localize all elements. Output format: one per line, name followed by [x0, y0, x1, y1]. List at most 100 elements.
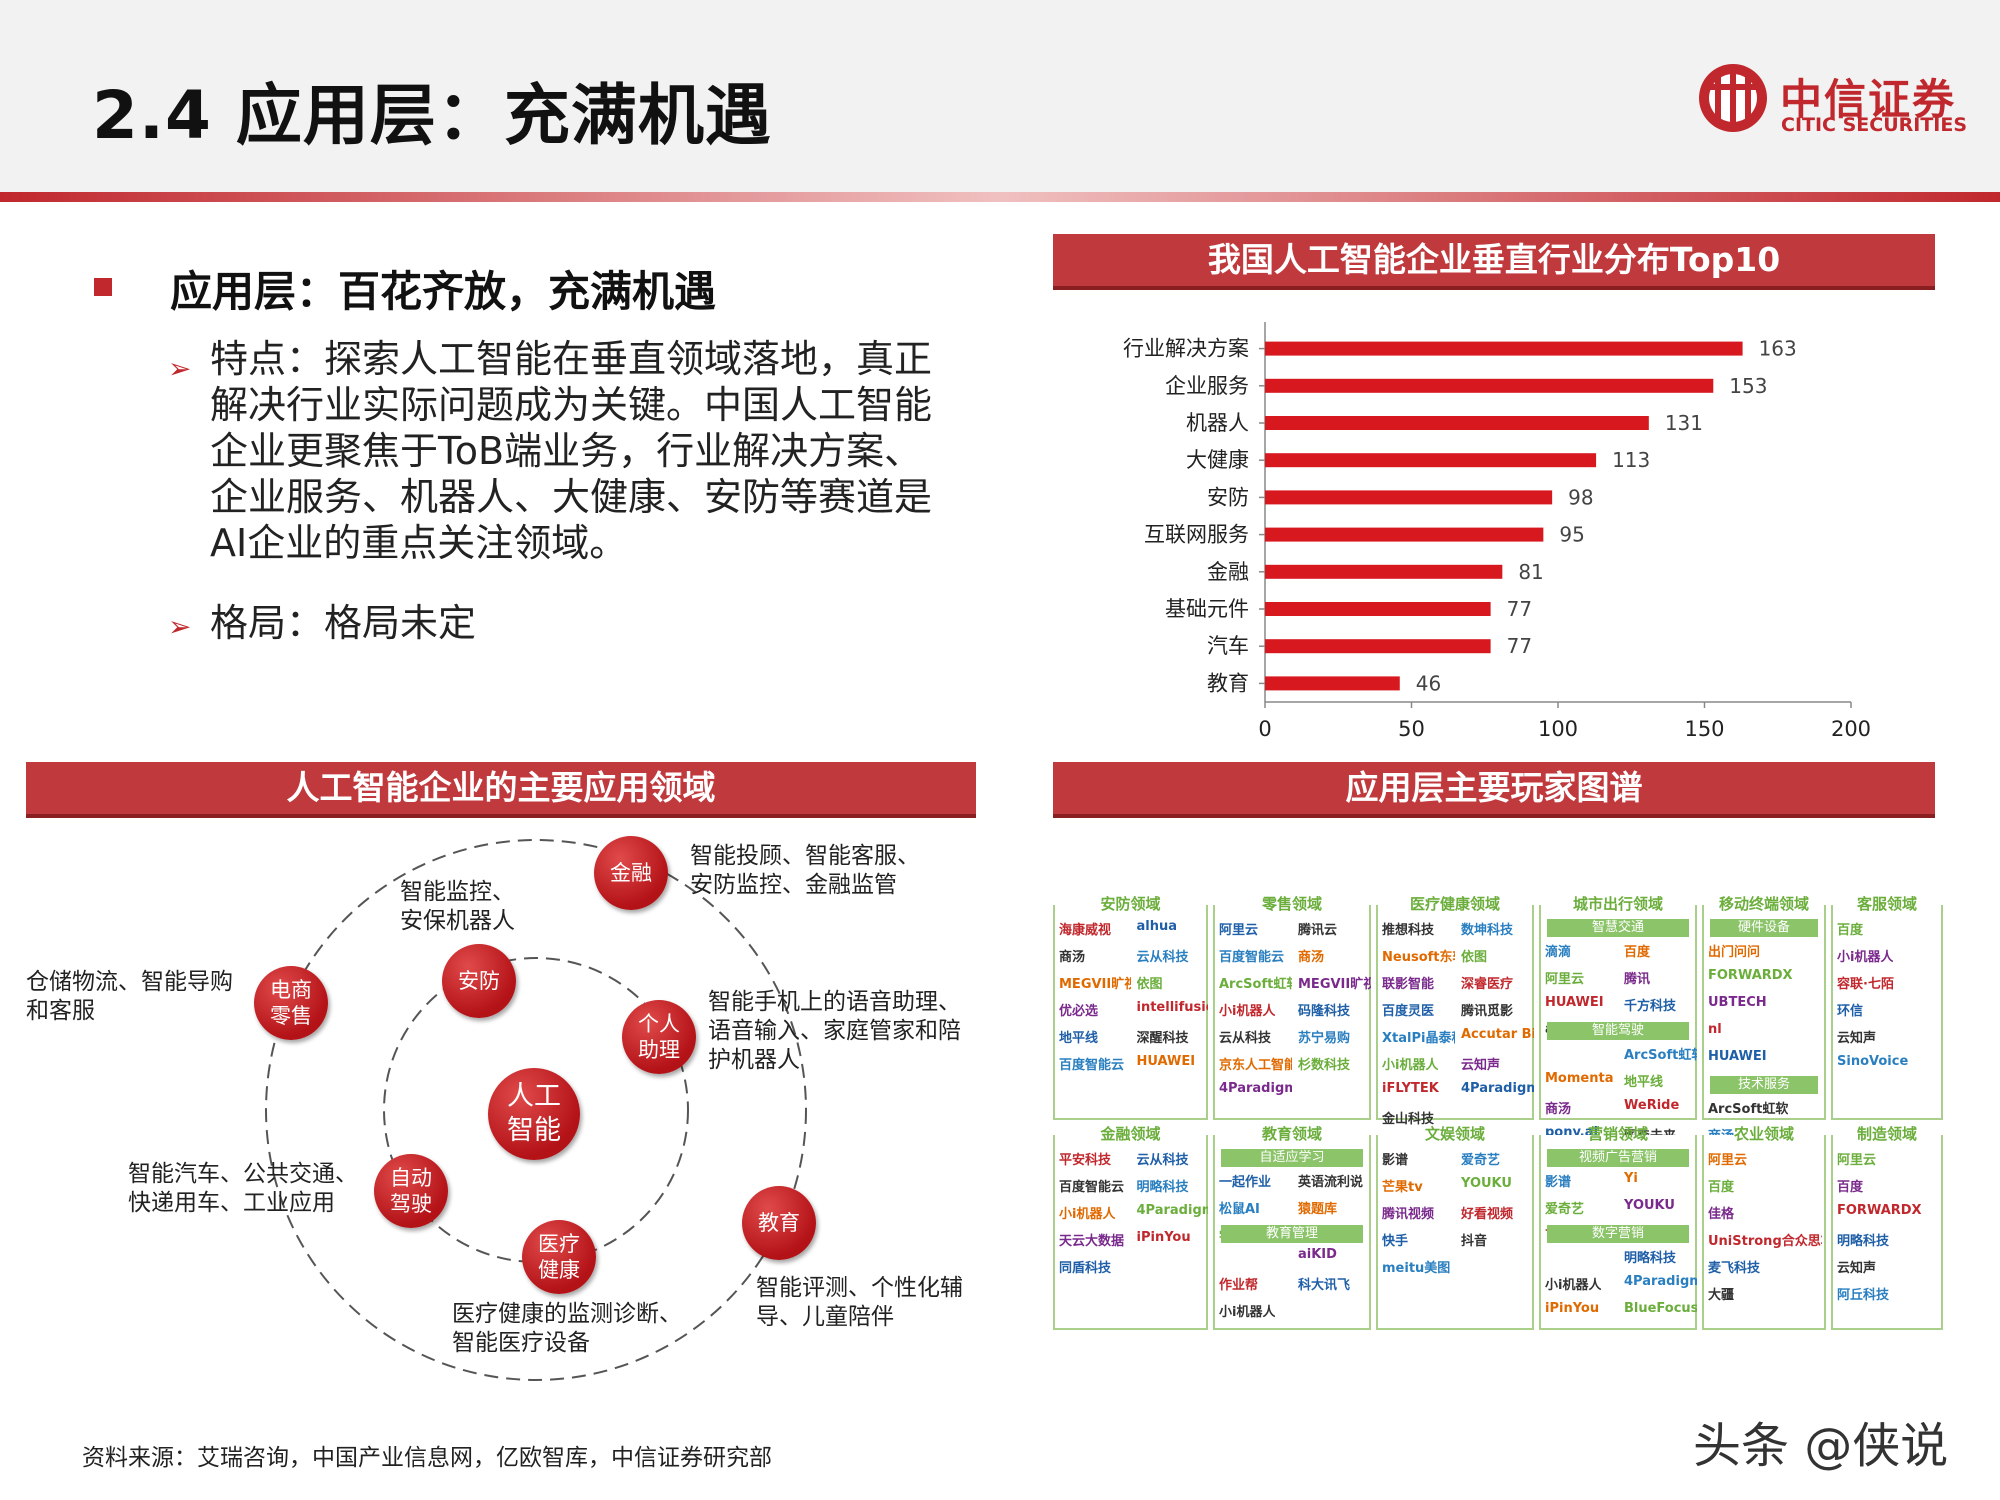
player-logo: 4Paradigm — [1136, 1203, 1209, 1218]
player-logo: 爱奇艺 — [1461, 1153, 1501, 1168]
player-logo: BlueFocus — [1624, 1301, 1697, 1316]
player-logo: 佳格 — [1708, 1207, 1735, 1222]
player-logo: iPinYou — [1136, 1230, 1191, 1245]
player-column-heading: 营销领域 — [1587, 1125, 1648, 1143]
player-column-heading: 文娱领域 — [1424, 1125, 1485, 1143]
player-logo: 英语流利说 — [1298, 1175, 1364, 1190]
player-logo: HUAWEI — [1545, 995, 1604, 1010]
player-logo: ArcSoft虹软 — [1624, 1048, 1697, 1063]
player-logo: 容联·七陌 — [1837, 977, 1894, 992]
player-logo: MEGVII旷视 — [1298, 977, 1371, 992]
citic-logo-icon — [1699, 64, 1767, 132]
slide-title: 2.4 应用层：充满机遇 — [92, 77, 772, 154]
player-logo: 京东人工智能 — [1219, 1058, 1292, 1073]
bar — [1265, 676, 1400, 691]
player-column-heading: 教育领域 — [1261, 1125, 1322, 1143]
chart-section-title: 我国人工智能企业垂直行业分布Top10 — [1053, 234, 1935, 286]
data-label: 153 — [1729, 374, 1767, 398]
category-label: 教育 — [1207, 671, 1249, 695]
player-logo: 深睿医疗 — [1461, 977, 1514, 992]
player-logo: 明略科技 — [1837, 1234, 1890, 1249]
player-logo: XtalPi晶泰科技 — [1382, 1031, 1455, 1046]
player-logo: 云知声 — [1837, 1261, 1877, 1276]
bar — [1265, 416, 1649, 430]
player-column — [1053, 905, 1208, 1120]
player-logo: 小i机器人 — [1059, 1207, 1116, 1222]
bullet-square-icon — [94, 278, 112, 296]
data-label: 77 — [1507, 597, 1532, 621]
player-logo: SinoVoice — [1837, 1054, 1909, 1069]
player-column-heading: 移动终端领域 — [1718, 895, 1809, 913]
player-subheading: 自适应学习 — [1221, 1149, 1363, 1167]
player-logo: 小i机器人 — [1219, 1004, 1276, 1019]
player-logo: 松鼠AI — [1219, 1202, 1260, 1217]
player-logo: Momenta — [1545, 1071, 1614, 1086]
player-logo: 明略科技 — [1136, 1180, 1189, 1195]
player-logo: 百度灵医 — [1382, 1004, 1435, 1019]
domain-node-assistant: 个人 助理 — [622, 1000, 696, 1074]
bullet-heading: 应用层：百花齐放，充满机遇 — [170, 267, 717, 316]
player-logo: alhua — [1136, 919, 1178, 934]
industry-bar-chart: 行业解决方案 163 企业服务 153 机器人 131 大健康 113 安防 98 互联网服务 95 金… — [1123, 322, 1871, 741]
player-logo: ArcSoft虹软 — [1219, 977, 1292, 992]
player-logo: 百度 — [1837, 1180, 1864, 1195]
arrow-bullet-icon: ➢ — [168, 610, 192, 643]
bar — [1265, 453, 1597, 468]
center-node: 人工 智能 — [488, 1068, 580, 1160]
player-logo: 大疆 — [1708, 1288, 1735, 1303]
player-logo: 百度 — [1624, 945, 1651, 960]
player-logo: 阿里云 — [1219, 923, 1259, 938]
domain-desc-ecommerce: 仓储物流、智能导购 和客服 — [26, 969, 233, 1024]
player-column — [1376, 1135, 1534, 1330]
x-tick-label: 0 — [1258, 717, 1271, 741]
player-subheading: 智慧交通 — [1547, 919, 1689, 937]
player-logo: 腾讯 — [1624, 972, 1651, 987]
player-logo: 海康威视 — [1059, 923, 1112, 938]
bullet-item: 格局：格局未定 — [210, 601, 477, 645]
player-logo: 爱奇艺 — [1545, 1202, 1585, 1217]
player-logo: 数坤科技 — [1461, 923, 1514, 938]
player-column — [1831, 905, 1943, 1120]
player-logo: 小i机器人 — [1545, 1278, 1602, 1293]
player-logo: 麦飞科技 — [1708, 1261, 1761, 1276]
data-label: 77 — [1507, 634, 1532, 658]
player-logo: 4Paradigm — [1461, 1081, 1534, 1096]
player-logo: 出门问问 — [1708, 945, 1761, 960]
players-map: 安防领域 海康威视 alhua 商汤 云从科技 MEGVII旷视 依图 优必选 intellif… — [1053, 893, 1943, 1333]
data-label: 95 — [1559, 523, 1584, 547]
player-logo: meitu美图 — [1382, 1261, 1451, 1276]
player-logo: 4Paradigm — [1624, 1274, 1697, 1289]
player-logo: 商汤 — [1059, 950, 1086, 965]
player-logo: 作业帮 — [1219, 1278, 1259, 1293]
player-logo: 苏宁易购 — [1298, 1031, 1351, 1046]
player-column-heading: 客服领域 — [1856, 895, 1917, 913]
player-column — [1376, 905, 1534, 1120]
domain-node-finance: 金融 — [594, 836, 668, 910]
player-logo: 依图 — [1136, 977, 1163, 992]
player-subheading: 硬件设备 — [1710, 919, 1818, 937]
player-logo: Accutar Biotech — [1461, 1027, 1534, 1042]
player-logo: nl — [1708, 1022, 1722, 1037]
x-tick-label: 150 — [1684, 717, 1724, 741]
logo-name: 中信证券 — [1780, 75, 1957, 124]
player-logo: 依图 — [1461, 950, 1488, 965]
player-logo: UBTECH — [1708, 995, 1767, 1010]
domain-desc-education: 智能评测、个性化辅 导、儿童陪伴 — [756, 1275, 963, 1330]
source-note: 资料来源：艾瑞咨询，中国产业信息网，亿欧智库，中信证券研究部 — [82, 1445, 772, 1471]
player-logo: 推想科技 — [1382, 923, 1435, 938]
category-label: 行业解决方案 — [1123, 337, 1249, 361]
domain-desc-assistant: 智能手机上的语音助理、 语音输入、家庭管家和陪 护机器人 — [708, 989, 961, 1073]
bar — [1265, 490, 1553, 505]
section-bar-shadow — [1053, 814, 1935, 818]
domain-desc-security: 智能监控、 安保机器人 — [400, 879, 515, 934]
player-logo: 影谱 — [1545, 1175, 1572, 1190]
bar — [1265, 341, 1743, 356]
player-column-heading: 零售领域 — [1261, 895, 1322, 913]
category-label: 基础元件 — [1165, 597, 1249, 621]
data-label: 163 — [1759, 337, 1797, 361]
category-label: 金融 — [1207, 560, 1249, 584]
player-column-heading: 医疗健康领域 — [1409, 895, 1500, 913]
data-label: 46 — [1416, 671, 1441, 695]
player-logo: 好看视频 — [1461, 1207, 1514, 1222]
player-logo: Yi — [1624, 1171, 1638, 1186]
